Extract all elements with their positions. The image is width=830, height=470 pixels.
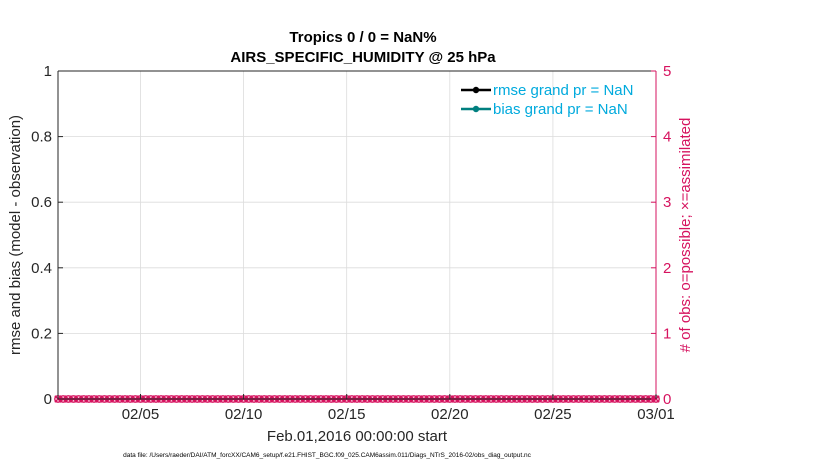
grid: [58, 70, 657, 400]
y-tick-label-right: 3: [663, 194, 671, 211]
legend-rmse-label: rmse grand pr = NaN: [493, 82, 633, 99]
y-tick-label: 0.6: [31, 194, 52, 211]
y-tick-label: 0.2: [31, 325, 52, 342]
legend-bias-marker: [472, 105, 480, 113]
x-tick-label: 02/05: [122, 406, 160, 423]
y-tick-label: 1: [44, 63, 52, 80]
y-tick-label-right: 1: [663, 325, 671, 342]
y-ticks-left: 0 0.2 0.4 0.6 0.8 1: [31, 63, 63, 408]
legend-bias-label: bias grand pr = NaN: [493, 101, 628, 118]
y-tick-label: 0.8: [31, 129, 52, 146]
chart-subtitle: AIRS_SPECIFIC_HUMIDITY @ 25 hPa: [230, 49, 496, 66]
chart-title: Tropics 0 / 0 = NaN%: [289, 29, 436, 46]
y-tick-label-right: 2: [663, 260, 671, 277]
x-ticks: 02/05 02/10 02/15 02/20 02/25 03/01: [122, 394, 675, 423]
y-tick-label: 0.4: [31, 260, 52, 277]
y-tick-label: 0: [44, 391, 52, 408]
data-file-footnote: data file: /Users/raeder/DAI/ATM_forcXX/…: [123, 452, 532, 459]
y-axis-label: rmse and bias (model - observation): [7, 115, 24, 355]
legend-rmse-marker: [472, 86, 480, 94]
x-tick-label: 02/25: [534, 406, 572, 423]
x-tick-label: 02/10: [225, 406, 263, 423]
x-axis-label: Feb.01,2016 00:00:00 start: [267, 428, 448, 445]
x-tick-label: 02/20: [431, 406, 469, 423]
y-ticks-right: 0 1 2 3 4 5: [651, 63, 671, 408]
y-tick-label-right: 4: [663, 129, 671, 146]
plot-area: [58, 71, 656, 399]
legend: rmse grand pr = NaN bias grand pr = NaN: [461, 82, 633, 118]
y-axis-label-right: # of obs: o=possible; ×=assimilated: [677, 118, 694, 353]
x-tick-label: 03/01: [637, 406, 675, 423]
x-tick-label: 02/15: [328, 406, 366, 423]
y-tick-label-right: 0: [663, 391, 671, 408]
y-tick-label-right: 5: [663, 63, 671, 80]
